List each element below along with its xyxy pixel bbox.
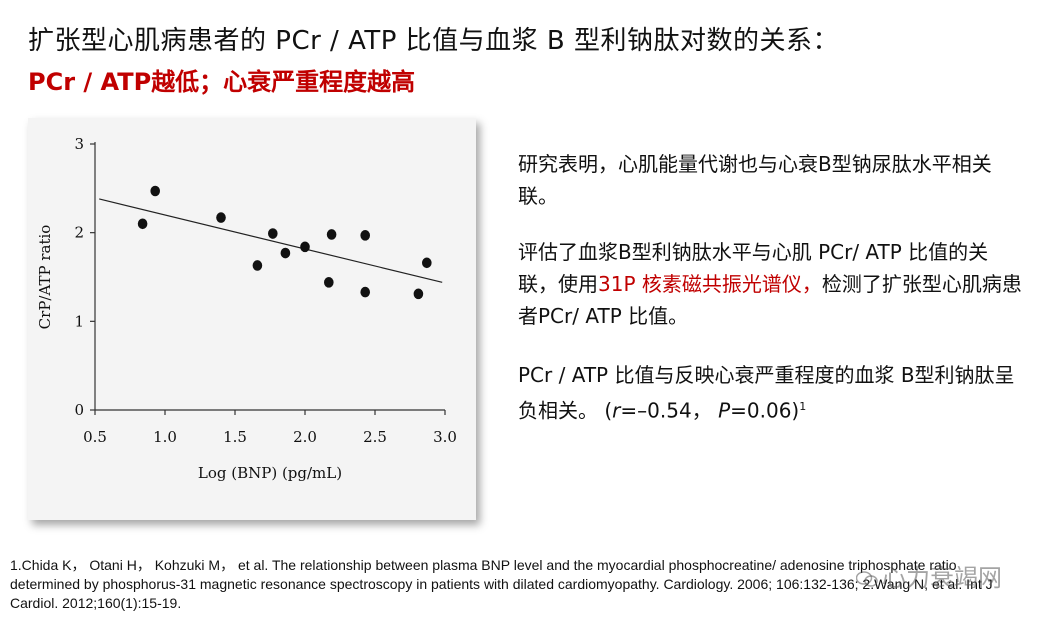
x-axis-title: Log (BNP) (pg/mL)	[198, 464, 342, 482]
paragraph-2-highlight: 31P 核素磁共振光谱仪，	[598, 272, 822, 296]
data-point	[137, 218, 148, 230]
x-tick-label: 3.0	[433, 428, 457, 446]
data-point	[326, 229, 337, 240]
y-tick-label: 3	[74, 135, 84, 153]
x-tick-label: 1.5	[223, 428, 247, 446]
paragraph-3-text: PCr / ATP 比值与反映心衰严重程度的血浆 B型利钠肽呈负相关。 (	[518, 363, 1015, 423]
trend-line	[99, 198, 443, 283]
x-tick-label: 2.0	[293, 428, 317, 446]
slide-title: 扩张型心肌病患者的 PCr / ATP 比值与血浆 B 型利钠肽对数的关系：	[28, 26, 840, 56]
x-tick-label: 2.5	[363, 428, 387, 446]
references: 1.Chida K， Otani H， Kohzuki M， et al. Th…	[10, 557, 993, 611]
p-value: =0.06)	[730, 398, 800, 423]
paragraph-2: 评估了血浆B型利钠肽水平与心肌 PCr/ ATP 比值的关联，使用31P 核素磁…	[518, 236, 1028, 332]
paragraph-3: PCr / ATP 比值与反映心衰严重程度的血浆 B型利钠肽呈负相关。 (r=–…	[518, 359, 1028, 427]
data-point	[422, 257, 432, 269]
citation-superscript: 1	[799, 400, 807, 413]
paragraph-2-text-b: 检测了扩张型心肌病患者PCr/ ATP 比值。	[518, 272, 1022, 328]
r-symbol: r	[612, 398, 621, 423]
data-point	[324, 277, 334, 288]
chart-panel: 0 1 2 3 0.5 1.0 1.5 2.0 2.5 3.0 Log (BNP) (pg/mL) C…	[28, 118, 476, 520]
wechat-icon	[856, 571, 878, 587]
data-point	[300, 241, 310, 253]
y-tick-label: 1	[74, 312, 84, 330]
watermark: 心力衰竭网	[856, 558, 1002, 593]
y-axis-title: CrP/ATP ratio	[36, 225, 54, 330]
paragraph-1: 研究表明，心肌能量代谢也与心衰B型钠尿肽水平相关联。	[518, 152, 992, 208]
scatter-chart: 0 1 2 3 0.5 1.0 1.5 2.0 2.5 3.0 Log (BNP) (pg/mL) C…	[36, 135, 457, 482]
data-point	[268, 228, 278, 239]
y-tick-label: 2	[74, 224, 84, 242]
x-tick-label: 1.0	[153, 428, 177, 446]
watermark-text: 心力衰竭网	[882, 564, 1002, 592]
p-symbol: P	[718, 398, 731, 423]
data-point	[252, 260, 263, 271]
paragraph-2-text-a: 评估了血浆B型利钠肽水平与心肌 PCr/ ATP 比值的关联，使用	[518, 240, 989, 296]
r-value: =–0.54，	[620, 398, 719, 423]
data-point	[150, 185, 160, 197]
y-tick-label: 0	[74, 401, 84, 419]
data-point	[413, 288, 424, 300]
data-point	[360, 230, 371, 241]
data-point	[280, 247, 291, 259]
data-point	[216, 212, 226, 223]
data-point	[360, 286, 371, 298]
slide-subtitle: PCr / ATP越低；心衰严重程度越高	[28, 68, 416, 96]
x-tick-label: 0.5	[83, 428, 107, 446]
